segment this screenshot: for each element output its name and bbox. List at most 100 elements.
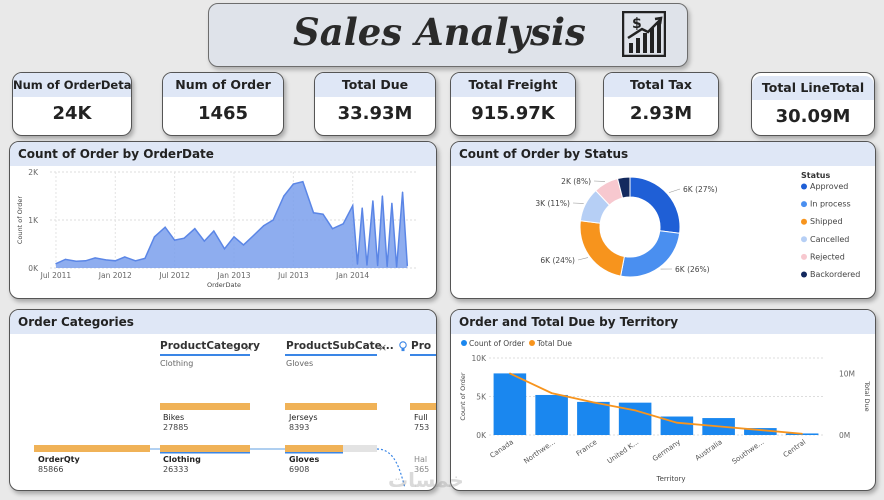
- root-value: 85866: [38, 465, 64, 474]
- node-label[interactable]: Clothing: [163, 455, 201, 464]
- col3-title[interactable]: Pro: [411, 340, 432, 352]
- y2-axis-label: Total Due: [863, 380, 871, 411]
- kpi-label: Total Tax: [604, 73, 718, 97]
- x-tick-label: Jul 2012: [158, 271, 190, 280]
- area-point: [242, 244, 245, 246]
- panel-order-by-status[interactable]: Count of Order by Status 6K (27%) 6K (26%…: [450, 141, 876, 299]
- x-tick-label: Jan 2012: [98, 271, 132, 280]
- node-value: 8393: [289, 423, 310, 432]
- slice-label: 6K (24%): [540, 256, 575, 265]
- panel-order-categories[interactable]: Order Categories × × ProductCategory Clo: [9, 309, 437, 491]
- kpi-value: 915.97K: [471, 103, 555, 124]
- col2-title[interactable]: ProductSubCate...: [286, 340, 394, 352]
- donut-slice: [629, 176, 681, 234]
- area-point: [144, 257, 146, 259]
- kpi-label: Total LineTotal: [752, 76, 874, 100]
- territory-bar: [577, 401, 610, 435]
- legend-item: Cancelled: [810, 235, 849, 244]
- area-point: [302, 181, 304, 183]
- y-tick-label: 0K: [28, 264, 39, 273]
- col2-subtitle: Gloves: [286, 359, 314, 368]
- area-point: [401, 191, 404, 193]
- kpi-card-total-tax[interactable]: Total Tax 2.93M: [603, 72, 719, 136]
- donut-slice: [579, 220, 625, 277]
- donut-slice: [616, 176, 631, 199]
- legend-title: Status: [801, 171, 831, 180]
- donut-slice: [620, 230, 681, 278]
- legend-item: Total Due: [536, 339, 572, 348]
- legend-item: Backordered: [810, 270, 860, 279]
- area-point: [183, 237, 185, 239]
- clothing-selected-underline: [160, 452, 250, 454]
- panel-title: Order and Total Due by Territory: [451, 310, 875, 334]
- node-value: 26333: [163, 465, 189, 474]
- kpi-card-total-freight[interactable]: Total Freight 915.97K: [450, 72, 576, 136]
- area-point: [396, 266, 398, 268]
- area-point: [94, 257, 96, 259]
- node-label[interactable]: Hal: [414, 455, 428, 464]
- area-point: [272, 219, 274, 221]
- x-axis-label: Territory: [655, 475, 685, 483]
- legend-marker: [801, 253, 807, 260]
- combo-chart[interactable]: Count of Order Total Due 0K 5K 10K 0M 10M Canad…: [451, 334, 875, 490]
- node-label[interactable]: Bikes: [163, 413, 185, 422]
- kpi-card-orderdetail[interactable]: Num of OrderDetail 24K: [12, 72, 132, 136]
- panel-territory[interactable]: Order and Total Due by Territory Count o…: [450, 309, 876, 491]
- panel-order-by-date[interactable]: Count of Order by OrderDate 0K 1K 2K Jul 20…: [9, 141, 437, 299]
- legend-marker: [801, 218, 807, 225]
- x-tick-label: Germany: [651, 438, 682, 463]
- full-bar: [410, 403, 436, 410]
- total-due-point: [592, 401, 595, 404]
- total-due-point: [550, 392, 553, 394]
- legend-item: In process: [810, 200, 851, 209]
- total-due-line: [509, 372, 803, 435]
- leader-line: [668, 188, 681, 193]
- donut-chart[interactable]: 6K (27%) 6K (26%) 6K (24%) 3K (11%) 2K (8%) S…: [451, 166, 875, 296]
- legend-marker: [801, 271, 807, 278]
- area-point: [372, 200, 374, 202]
- clothing-bar: [160, 445, 250, 452]
- y-axis-label: Count of Order: [16, 196, 24, 245]
- kpi-card-total-due[interactable]: Total Due 33.93M: [314, 72, 436, 136]
- area-point: [134, 260, 137, 262]
- col1-title[interactable]: ProductCategory: [160, 340, 261, 352]
- tree-connector: [376, 448, 406, 489]
- y-tick-label: 1K: [28, 216, 39, 225]
- territory-bar: [493, 373, 527, 435]
- kpi-value: 1465: [197, 103, 249, 124]
- decomposition-tree[interactable]: × ×: [10, 310, 436, 490]
- node-label[interactable]: Jerseys: [289, 413, 318, 422]
- root-label[interactable]: OrderQty: [38, 455, 80, 464]
- legend-item: Approved: [810, 182, 848, 191]
- area-point: [114, 260, 116, 262]
- area-point: [124, 256, 126, 258]
- lightbulb-icon[interactable]: [399, 341, 407, 352]
- area-point: [253, 234, 255, 236]
- slice-label: 6K (27%): [683, 185, 718, 194]
- area-point: [283, 195, 285, 197]
- col1-close-icon[interactable]: ×: [244, 341, 253, 354]
- title-banner: [208, 3, 688, 67]
- panel-title: Count of Order by OrderDate: [10, 142, 436, 166]
- node-label[interactable]: Full: [414, 413, 428, 422]
- col2-close-icon[interactable]: ×: [378, 341, 387, 354]
- kpi-card-num-order[interactable]: Num of Order 1465: [162, 72, 284, 136]
- slice-label: 6K (26%): [675, 265, 710, 274]
- area-point: [361, 207, 363, 209]
- x-tick-label: United K...: [606, 438, 640, 465]
- panel-title: Order Categories: [10, 310, 436, 334]
- kpi-label: Total Freight: [451, 73, 575, 97]
- area-point: [342, 223, 344, 225]
- kpi-card-total-linetotal[interactable]: Total LineTotal 30.09M: [751, 72, 875, 136]
- col2-underline: [285, 354, 377, 356]
- total-due-point: [717, 425, 720, 428]
- node-label[interactable]: Gloves: [289, 455, 320, 464]
- node-value: 27885: [163, 423, 189, 432]
- total-due-point: [509, 372, 511, 375]
- area-chart[interactable]: 0K 1K 2K Jul 2011 Jan 2012 Jul 2012 Jan 2013 Ju…: [10, 166, 436, 296]
- col1-underline: [160, 354, 250, 356]
- total-due-point: [634, 409, 636, 412]
- x-tick-label: France: [575, 438, 599, 458]
- area-point: [263, 225, 265, 227]
- legend-marker: [529, 340, 535, 346]
